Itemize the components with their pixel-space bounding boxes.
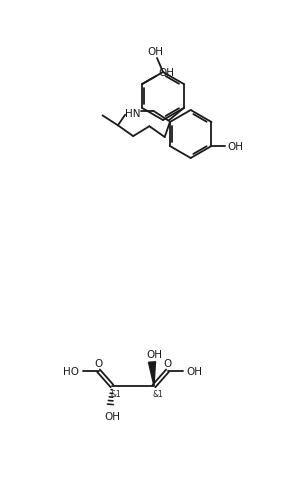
Text: O: O	[94, 358, 103, 368]
Text: HO: HO	[63, 366, 79, 376]
Text: O: O	[163, 358, 172, 368]
Text: &1: &1	[110, 390, 121, 399]
Text: OH: OH	[147, 47, 163, 57]
Text: OH: OH	[104, 411, 120, 421]
Text: OH: OH	[187, 366, 203, 376]
Text: OH: OH	[228, 142, 244, 151]
Text: OH: OH	[158, 68, 174, 78]
Text: OH: OH	[146, 349, 162, 359]
Text: HN: HN	[125, 108, 141, 119]
Text: &1: &1	[153, 390, 163, 399]
Polygon shape	[148, 362, 156, 386]
